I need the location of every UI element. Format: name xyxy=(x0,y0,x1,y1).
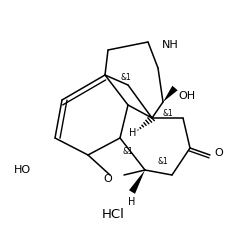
Text: &1: &1 xyxy=(157,158,168,167)
Text: HO: HO xyxy=(14,165,31,175)
Polygon shape xyxy=(128,170,144,194)
Text: NH: NH xyxy=(161,40,178,50)
Text: &1: &1 xyxy=(162,109,173,119)
Text: &1: &1 xyxy=(122,148,133,156)
Text: O: O xyxy=(103,174,112,184)
Text: &1: &1 xyxy=(120,73,131,82)
Text: O: O xyxy=(213,148,222,158)
Text: H: H xyxy=(128,128,135,138)
Text: OH: OH xyxy=(177,91,194,101)
Text: H: H xyxy=(128,197,135,207)
Polygon shape xyxy=(162,86,177,102)
Text: HCl: HCl xyxy=(101,209,124,222)
